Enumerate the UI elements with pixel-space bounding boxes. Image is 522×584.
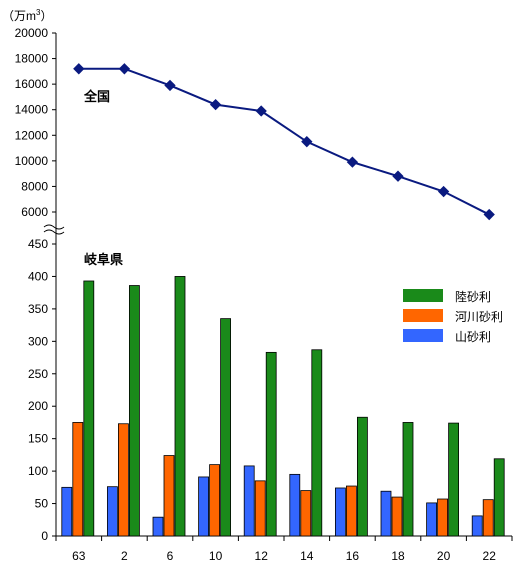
bar-陸砂利 [402, 422, 414, 537]
lower-y-tick-label: 300 [28, 334, 48, 348]
upper-y-tick-label: 20000 [15, 26, 49, 40]
bar-陸砂利 [493, 458, 505, 537]
bar-陸砂利 [311, 349, 323, 537]
lower-y-tick-label: 0 [41, 529, 48, 543]
bar-河川砂利 [300, 490, 312, 537]
x-tick-label: 20 [437, 549, 451, 563]
x-tick-label: 6 [167, 549, 174, 563]
legend-label: 河川砂利 [455, 310, 503, 324]
upper-y-tick-label: 8000 [21, 179, 48, 193]
lower-y-tick-label: 400 [28, 269, 48, 283]
lower-y-tick-label: 200 [28, 399, 48, 413]
national-line-marker [392, 170, 404, 182]
bar-陸砂利 [220, 318, 232, 537]
bar-陸砂利 [174, 276, 186, 537]
lower-y-tick-label: 50 [35, 497, 49, 511]
unit-label-sup: 3 [36, 8, 41, 17]
bar-河川砂利 [163, 455, 175, 537]
bar-陸砂利 [356, 416, 368, 537]
unit-label: （万m3） [2, 8, 52, 23]
x-tick-label: 10 [209, 549, 223, 563]
bar-河川砂利 [345, 485, 357, 537]
bar-河川砂利 [482, 499, 494, 537]
bar-山砂利 [289, 473, 301, 537]
upper-y-tick-label: 12000 [15, 128, 49, 142]
bar-河川砂利 [437, 498, 449, 537]
national-line-marker [209, 98, 222, 111]
x-tick-label: 16 [346, 549, 360, 563]
x-tick-label: 14 [300, 549, 314, 563]
bar-陸砂利 [83, 280, 95, 537]
lower-y-tick-label: 100 [28, 464, 48, 478]
bar-河川砂利 [209, 464, 221, 537]
lower-y-axis: 0 50 100 150 200 250 300 350 400 450 [28, 237, 56, 543]
lower-y-tick-label: 350 [28, 302, 48, 316]
x-tick-label: 18 [391, 549, 405, 563]
national-line-marker [255, 105, 267, 117]
bar-山砂利 [334, 487, 346, 537]
upper-y-tick-label: 14000 [15, 103, 49, 117]
bar-山砂利 [107, 486, 118, 537]
lower-y-tick-label: 450 [28, 237, 48, 251]
bar-山砂利 [198, 476, 210, 537]
bar-河川砂利 [254, 480, 266, 537]
bar-山砂利 [61, 486, 73, 537]
axis-break-symbol [43, 224, 65, 235]
legend-label: 山砂利 [455, 330, 491, 344]
upper-y-tick-label: 18000 [15, 52, 49, 66]
bar-山砂利 [471, 515, 483, 537]
bar-河川砂利 [391, 496, 403, 537]
bar-山砂利 [380, 490, 392, 537]
upper-y-tick-label: 16000 [15, 77, 49, 91]
x-axis: 63 2 6 10 12 14 16 18 20 22 [55, 536, 513, 563]
x-tick-label: 22 [483, 549, 497, 563]
legend-label: 陸砂利 [455, 290, 491, 304]
legend-swatch [403, 289, 443, 302]
legend-swatch [403, 309, 443, 322]
national-line [78, 67, 490, 216]
national-line-marker [301, 136, 313, 148]
national-line-marker [118, 63, 131, 75]
bar-河川砂利 [72, 422, 84, 537]
upper-y-tick-label: 10000 [15, 154, 49, 168]
national-line-marker [164, 79, 176, 92]
x-tick-label: 63 [72, 549, 86, 563]
bar-河川砂利 [118, 423, 129, 537]
x-tick-label: 2 [121, 549, 128, 563]
upper-y-axis: 6000 8000 10000 12000 14000 16000 18000 20000 [15, 26, 56, 219]
national-line-marker [73, 63, 85, 75]
bar-陸砂利 [128, 285, 140, 537]
line-series [73, 63, 495, 221]
bar-series [61, 276, 505, 537]
lower-y-tick-label: 150 [28, 432, 48, 446]
bar-陸砂利 [265, 351, 277, 537]
national-line-marker [346, 156, 359, 168]
x-tick-label: 12 [255, 549, 269, 563]
bar-山砂利 [152, 516, 164, 537]
gifu-series-label: 岐阜県 [84, 252, 123, 267]
bar-山砂利 [243, 465, 255, 537]
bar-山砂利 [426, 502, 438, 537]
national-line-marker [437, 185, 450, 198]
bar-陸砂利 [448, 422, 460, 537]
national-line-marker [483, 208, 495, 221]
national-series-label: 全国 [83, 89, 110, 104]
lower-y-tick-label: 250 [28, 367, 48, 381]
legend-swatch [403, 329, 443, 342]
upper-y-tick-label: 6000 [21, 205, 48, 219]
unit-label-main: （万m [2, 9, 36, 23]
unit-label-close: ） [40, 9, 52, 23]
